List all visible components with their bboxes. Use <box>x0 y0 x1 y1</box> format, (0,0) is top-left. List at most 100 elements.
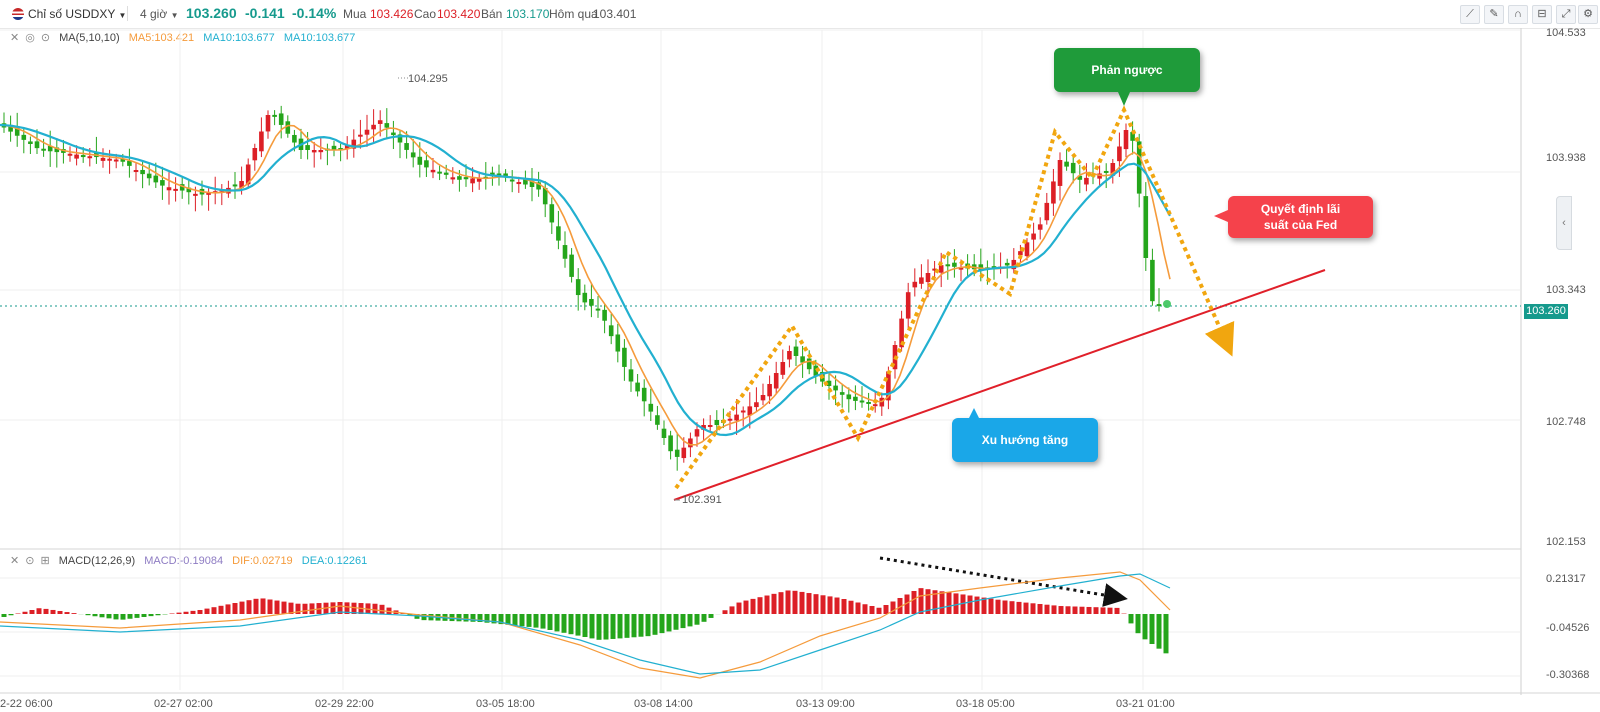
candle-body <box>582 292 588 303</box>
macd-bar <box>897 598 903 614</box>
macd-bar <box>1086 606 1092 614</box>
candle-body <box>1077 175 1083 180</box>
candle-body <box>404 143 409 150</box>
macd-bar <box>750 598 756 614</box>
eye-icon[interactable]: ◎ <box>25 32 35 44</box>
macd-bar <box>925 589 931 614</box>
macd-bar <box>330 602 336 614</box>
candle-body <box>311 150 317 153</box>
pencil-icon[interactable]: ✎ <box>1484 5 1504 24</box>
add-icon[interactable]: ⊞ <box>40 555 50 567</box>
macd-bar <box>834 597 840 614</box>
rebound-callout: Phản ngược <box>1054 48 1200 92</box>
candle-body <box>595 308 601 311</box>
candle-body <box>67 153 73 156</box>
candle-body <box>958 267 964 270</box>
expand-icon[interactable]: ⤢ <box>1556 5 1576 24</box>
candle-body <box>417 156 423 165</box>
macd-bar <box>904 594 910 614</box>
candle-body <box>252 148 258 161</box>
high-label: Cao <box>414 7 437 21</box>
macd-bar <box>785 590 791 614</box>
symbol-selector[interactable]: Chỉ số USDDXY ▼ <box>28 7 126 21</box>
macd-bar <box>673 614 679 630</box>
macd-indicator-name: MACD(12,26,9) <box>58 555 136 567</box>
settings-icon[interactable]: ⊙ <box>25 555 35 567</box>
sell-value: 103.170 <box>506 7 550 21</box>
macd-bar <box>946 592 952 614</box>
candle-body <box>100 157 106 161</box>
settings-icon[interactable]: ⊙ <box>40 32 51 44</box>
interval-selector[interactable]: 4 giờ ▼ <box>140 7 178 21</box>
macd-axis-label: -0.04526 <box>1546 622 1590 634</box>
candle-body <box>87 156 93 159</box>
macd-bar <box>771 593 777 614</box>
lock-icon[interactable]: ⊟ <box>1532 5 1552 24</box>
macd-bar <box>876 607 882 614</box>
macd-bar <box>1009 601 1015 614</box>
candle-body <box>839 392 845 395</box>
candle-body <box>754 402 759 408</box>
chart-tools-icon[interactable]: ⟋ <box>1460 5 1480 24</box>
candle-body <box>562 245 568 259</box>
fed-callout-pointer <box>1214 210 1228 222</box>
settings-icon[interactable]: ⚙ <box>1578 5 1598 24</box>
last-price: 103.260 <box>186 5 237 21</box>
sell-label: Bán <box>481 7 503 21</box>
macd-bar <box>155 614 161 616</box>
candle-body <box>1156 304 1162 307</box>
macd-bar <box>764 595 770 614</box>
price-axis-label: 103.343 <box>1546 284 1586 296</box>
candle-body <box>1031 233 1036 240</box>
macd-bar <box>1100 607 1106 614</box>
macd-bar <box>862 604 868 614</box>
candle-body <box>391 132 396 136</box>
candle-body <box>443 172 449 175</box>
macd-bar <box>190 610 196 614</box>
candle-body <box>767 384 772 397</box>
candle-body <box>272 114 277 117</box>
macd-bar <box>183 611 189 614</box>
chevron-left-icon[interactable]: ‹ <box>1556 196 1572 250</box>
macd-bar <box>36 608 42 614</box>
macd-bar <box>743 600 749 614</box>
macd-bar <box>694 614 700 625</box>
uptrend-callout: Xu hướng tăng <box>952 418 1098 462</box>
candle-body <box>265 115 271 132</box>
candle-body <box>648 403 654 412</box>
candle-body <box>853 396 858 401</box>
candle-body <box>1150 259 1155 302</box>
candle-body <box>602 309 607 321</box>
macd-bar <box>309 603 315 614</box>
candle-body <box>351 139 357 149</box>
macd-bar <box>890 601 896 614</box>
macd-bar <box>512 614 518 626</box>
macd-bar <box>939 591 945 614</box>
macd-bar <box>624 614 630 638</box>
close-icon[interactable]: ✕ <box>10 32 20 44</box>
macd-bar <box>526 614 532 627</box>
macd-bar <box>561 614 567 633</box>
price-change: -0.141 <box>245 5 285 21</box>
fed-decision-callout: Quyết định lãi suất của Fed <box>1228 196 1373 238</box>
candle-body <box>80 155 86 158</box>
fed-text-line1: Quyết định lãi <box>1260 202 1341 216</box>
close-icon[interactable]: ✕ <box>10 555 20 567</box>
macd-bar <box>806 593 812 614</box>
macd-bar <box>827 596 833 614</box>
macd-bar <box>953 593 959 614</box>
macd-bar <box>1149 614 1155 644</box>
macd-bar <box>484 614 490 623</box>
macd-bar <box>120 614 126 620</box>
dea-line <box>0 573 1171 675</box>
magnet-icon[interactable]: ∩ <box>1508 5 1528 24</box>
candle-body <box>1051 181 1056 204</box>
candle-body <box>569 254 574 277</box>
high-value: 103.420 <box>437 7 481 21</box>
us-flag-icon <box>12 8 24 20</box>
time-axis-label: 03-08 14:00 <box>634 698 693 710</box>
grid <box>0 29 1520 690</box>
candle-body <box>21 134 27 140</box>
candle-body <box>410 152 416 158</box>
